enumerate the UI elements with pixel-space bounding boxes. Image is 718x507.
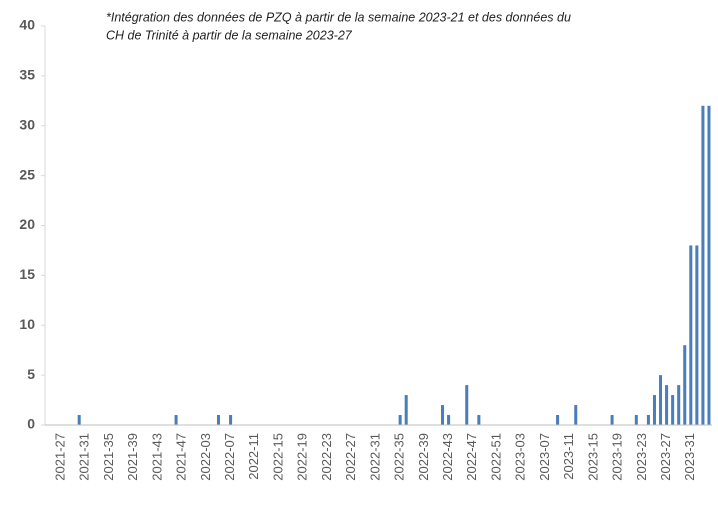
x-tick-label: 2023-15 xyxy=(585,433,600,481)
x-tick-label: 2022-19 xyxy=(295,433,310,481)
x-tick-label: 2023-03 xyxy=(513,433,528,481)
bar xyxy=(665,385,669,425)
bar xyxy=(174,415,178,425)
x-tick-label: 2022-07 xyxy=(222,433,237,481)
x-tick-label: 2023-07 xyxy=(537,433,552,481)
bar xyxy=(610,415,614,425)
x-tick-label: 2023-23 xyxy=(634,433,649,481)
x-tick-label: 2022-51 xyxy=(488,433,503,481)
y-tick-label: 0 xyxy=(27,416,35,432)
bar xyxy=(77,415,81,425)
x-tick-label: 2023-11 xyxy=(561,433,576,480)
x-tick-label: 2021-31 xyxy=(77,433,92,481)
y-tick-label: 20 xyxy=(19,216,35,232)
bar xyxy=(477,415,481,425)
bar xyxy=(646,415,650,425)
x-tick-label: 2021-35 xyxy=(101,433,116,481)
y-tick-label: 15 xyxy=(19,266,35,282)
y-tick-label: 25 xyxy=(19,166,35,182)
bar xyxy=(465,385,469,425)
bar xyxy=(441,405,445,425)
x-tick-label: 2022-15 xyxy=(270,433,285,481)
x-tick-label: 2021-47 xyxy=(174,433,189,481)
bar xyxy=(707,105,711,426)
bar xyxy=(659,375,663,425)
x-tick-label: 2023-31 xyxy=(682,433,697,481)
bar xyxy=(689,245,693,425)
x-tick-label: 2022-27 xyxy=(343,433,358,481)
x-tick-label: 2022-39 xyxy=(416,433,431,481)
bar xyxy=(398,415,402,425)
bar xyxy=(574,405,578,425)
bar xyxy=(229,415,233,425)
y-tick-label: 35 xyxy=(19,67,35,83)
x-tick-label: 2021-39 xyxy=(125,433,140,481)
x-tick-label: 2022-11 xyxy=(246,433,261,480)
x-tick-label: 2022-23 xyxy=(319,433,334,481)
bar xyxy=(701,105,705,426)
bar xyxy=(447,415,451,425)
x-tick-label: 2021-27 xyxy=(52,433,67,481)
bar xyxy=(671,395,675,425)
x-tick-label: 2023-27 xyxy=(658,433,673,481)
x-tick-label: 2022-35 xyxy=(392,433,407,481)
y-tick-label: 5 xyxy=(27,366,35,382)
y-tick-label: 40 xyxy=(19,17,35,33)
bar xyxy=(677,385,681,425)
x-tick-label: 2022-47 xyxy=(464,433,479,481)
x-tick-label: 2022-03 xyxy=(198,433,213,481)
bar xyxy=(404,395,408,425)
bar xyxy=(556,415,560,425)
bar xyxy=(634,415,638,425)
y-tick-label: 30 xyxy=(19,116,35,132)
bar xyxy=(652,395,656,425)
bar xyxy=(683,345,687,425)
x-tick-label: 2022-31 xyxy=(367,433,382,481)
x-tick-label: 2023-19 xyxy=(610,433,625,481)
x-tick-label: 2021-43 xyxy=(149,433,164,481)
bar xyxy=(695,245,699,425)
bar xyxy=(216,415,220,425)
x-tick-label: 2022-43 xyxy=(440,433,455,481)
annotation: CH de Trinité à partir de la semaine 202… xyxy=(106,28,353,42)
y-tick-label: 10 xyxy=(19,316,35,332)
annotation: *Intégration des données de PZQ à partir… xyxy=(106,10,571,24)
